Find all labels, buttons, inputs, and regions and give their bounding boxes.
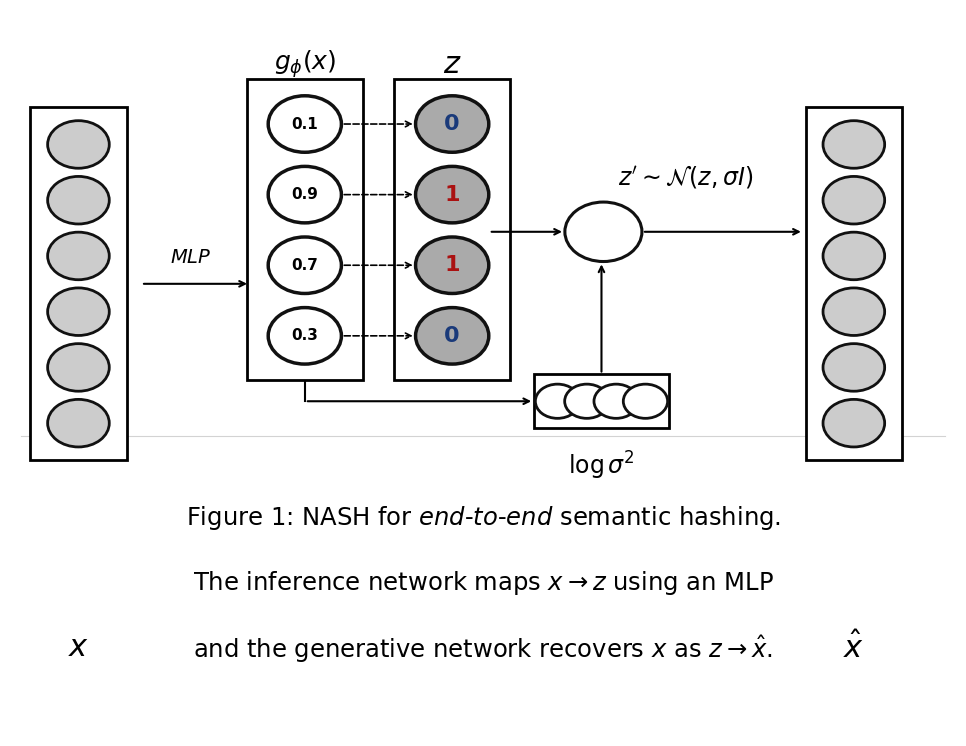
Circle shape [47, 399, 109, 447]
Circle shape [415, 95, 489, 152]
Text: 1: 1 [444, 255, 460, 275]
Circle shape [269, 237, 341, 293]
FancyBboxPatch shape [806, 107, 902, 460]
Circle shape [47, 176, 109, 224]
FancyBboxPatch shape [534, 374, 668, 428]
Circle shape [823, 232, 885, 280]
Circle shape [47, 288, 109, 336]
Text: and the generative network recovers $x$ as $z \rightarrow \hat{x}$.: and the generative network recovers $x$ … [193, 633, 773, 665]
Circle shape [415, 237, 489, 293]
FancyBboxPatch shape [30, 107, 127, 460]
Text: 1: 1 [444, 184, 460, 204]
Circle shape [823, 344, 885, 391]
Text: $z$: $z$ [442, 50, 462, 79]
Text: 0.3: 0.3 [292, 328, 318, 343]
Circle shape [823, 288, 885, 336]
Circle shape [415, 307, 489, 364]
Circle shape [415, 166, 489, 223]
FancyBboxPatch shape [394, 79, 510, 380]
Circle shape [823, 121, 885, 169]
Text: $\log \sigma^2$: $\log \sigma^2$ [568, 450, 635, 482]
Text: 0: 0 [444, 114, 460, 134]
Text: $z^\prime \sim \mathcal{N}(z, \sigma I)$: $z^\prime \sim \mathcal{N}(z, \sigma I)$ [617, 163, 753, 189]
Circle shape [565, 202, 642, 262]
Circle shape [594, 384, 639, 419]
FancyBboxPatch shape [247, 79, 362, 380]
Circle shape [269, 307, 341, 364]
Circle shape [269, 95, 341, 152]
Circle shape [565, 384, 609, 419]
Text: Figure 1: NASH for $\mathit{end}$-$\mathit{to}$-$\mathit{end}$ semantic hashing.: Figure 1: NASH for $\mathit{end}$-$\math… [185, 504, 781, 532]
Circle shape [623, 384, 668, 419]
Text: $g_\phi(x)$: $g_\phi(x)$ [273, 48, 336, 81]
Circle shape [47, 232, 109, 280]
Circle shape [269, 166, 341, 223]
Circle shape [47, 121, 109, 169]
Text: 0.9: 0.9 [292, 187, 318, 202]
Circle shape [823, 176, 885, 224]
Circle shape [47, 344, 109, 391]
Text: 0.1: 0.1 [292, 116, 318, 131]
Text: 0: 0 [444, 326, 460, 346]
Text: The inference network maps $x \rightarrow z$ using an MLP: The inference network maps $x \rightarro… [192, 569, 774, 598]
Circle shape [535, 384, 580, 419]
Text: $MLP$: $MLP$ [170, 248, 212, 267]
Circle shape [823, 399, 885, 447]
Text: $\hat{x}$: $\hat{x}$ [843, 632, 865, 664]
Text: 0.7: 0.7 [292, 257, 318, 273]
Text: $x$: $x$ [68, 633, 89, 662]
